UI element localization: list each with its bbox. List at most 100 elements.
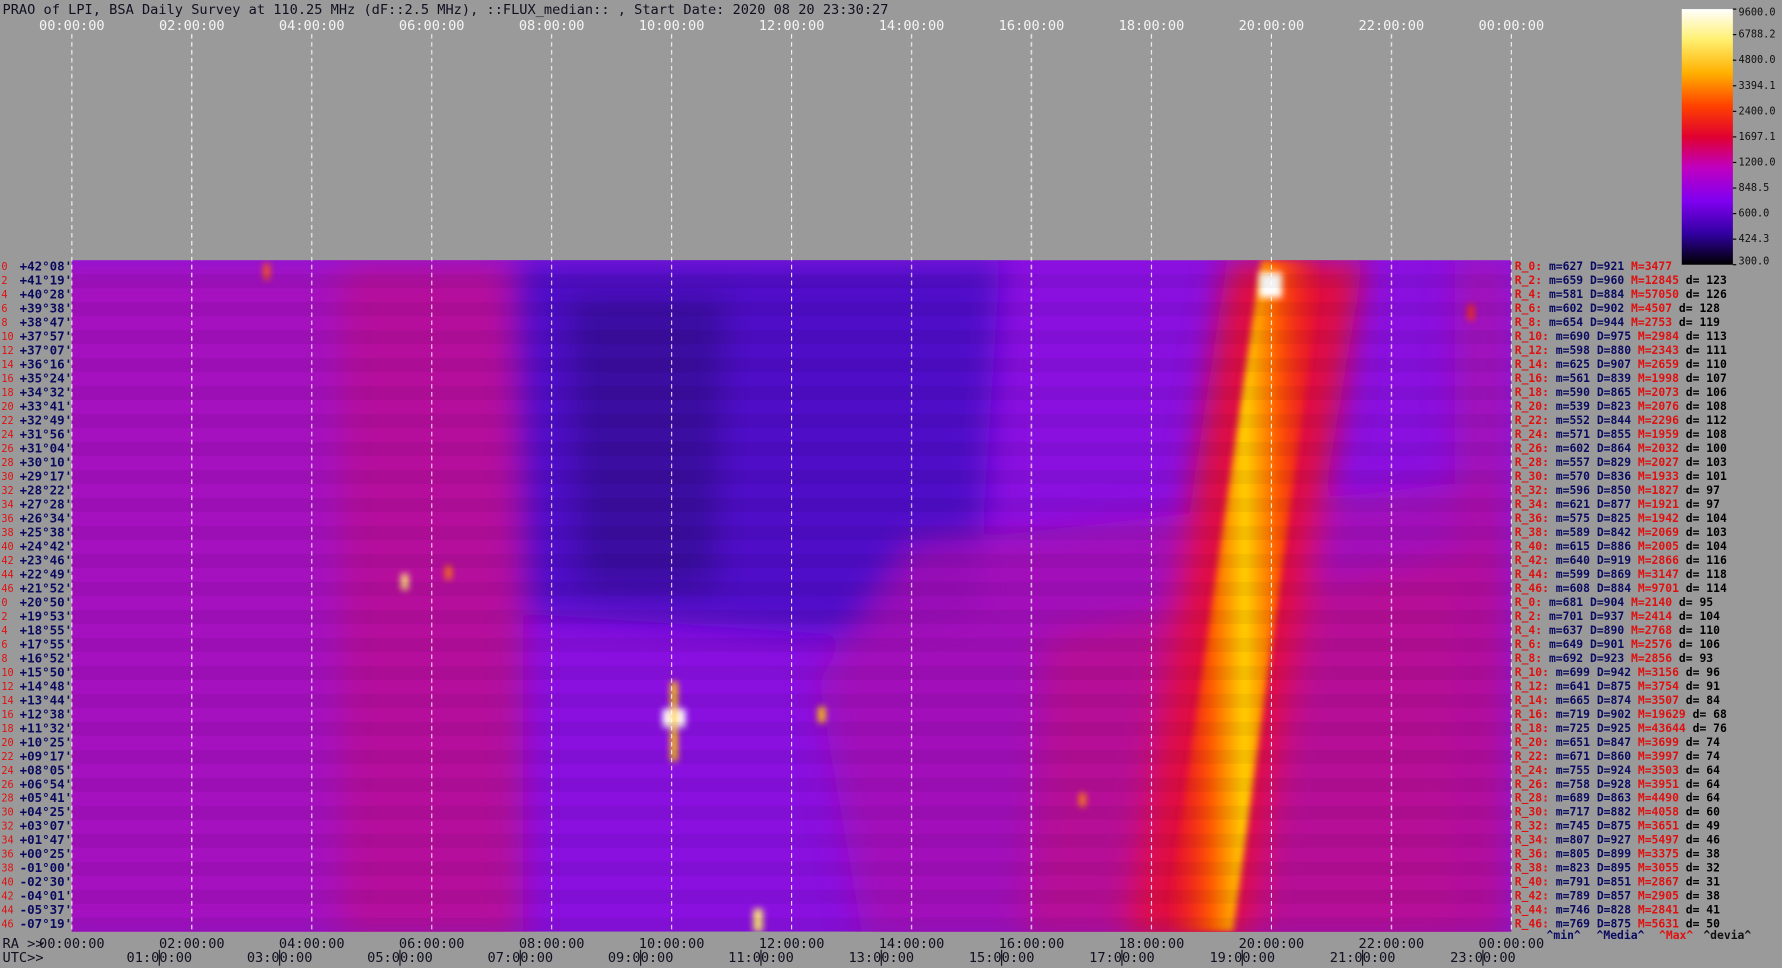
row-index: 8 <box>1 654 7 665</box>
top-time-label: 20:00:00 <box>1239 18 1305 34</box>
beam-stats: R_4: m=637 D=890 M=2768 d= 110 <box>1515 623 1720 637</box>
stat-min: m=758 <box>1556 777 1590 791</box>
stat-beam: R_0: <box>1515 595 1542 609</box>
stat-max: M=5631 <box>1638 917 1679 931</box>
dec-label: +13°44' <box>20 692 73 707</box>
stat-dev: d= 76 <box>1693 721 1727 735</box>
stat-beam: R_44: <box>1515 903 1549 917</box>
row-index: 44 <box>1 906 13 917</box>
stat-beam: R_36: <box>1515 847 1549 861</box>
stat-min: m=637 <box>1549 623 1583 637</box>
stat-max: M=2753 <box>1631 315 1672 329</box>
stat-dev: d= 46 <box>1686 833 1720 847</box>
dec-label: +35°24' <box>20 371 73 386</box>
beam-stats: R_0: m=681 D=904 M=2140 d= 95 <box>1515 595 1714 609</box>
stat-median: D=875 <box>1597 917 1631 931</box>
stat-beam: R_18: <box>1515 385 1549 399</box>
dec-label: +39°38' <box>20 301 73 316</box>
top-time-label: 10:00:00 <box>639 18 705 34</box>
stat-beam: R_6: <box>1515 301 1542 315</box>
stat-median: D=863 <box>1597 791 1631 805</box>
stat-beam: R_20: <box>1515 735 1549 749</box>
top-time-label: 00:00:00 <box>39 18 105 34</box>
stat-median: D=874 <box>1597 693 1631 707</box>
row-index: 26 <box>1 444 13 455</box>
beam-stats: R_22: m=671 D=860 M=3997 d= 74 <box>1515 749 1720 763</box>
dec-label: +30°10' <box>20 455 73 470</box>
stat-max: M=3699 <box>1638 735 1679 749</box>
row-index: 34 <box>1 836 13 847</box>
stat-dev: d= 97 <box>1686 497 1720 511</box>
stat-median: D=895 <box>1597 861 1631 875</box>
dec-label: +01°47' <box>20 832 73 847</box>
row-index: 36 <box>1 850 13 861</box>
stat-max: M=3156 <box>1638 665 1679 679</box>
stat-median: D=877 <box>1597 497 1631 511</box>
beam-stats: R_40: m=615 D=886 M=2005 d= 104 <box>1515 539 1727 553</box>
stat-min: m=621 <box>1556 497 1590 511</box>
row-index: 16 <box>1 374 13 385</box>
stat-beam: R_30: <box>1515 469 1549 483</box>
stat-max: M=57050 <box>1631 287 1679 301</box>
stat-median: D=899 <box>1597 847 1631 861</box>
beam-stats: R_14: m=665 D=874 M=3507 d= 84 <box>1515 693 1720 707</box>
colorbar-tick-label: 848.5 <box>1739 183 1770 194</box>
colorbar-tick-label: 300.0 <box>1739 256 1770 267</box>
stat-max: M=2343 <box>1638 343 1679 357</box>
beam-stats: R_12: m=641 D=875 M=3754 d= 91 <box>1515 679 1720 693</box>
stat-dev: d= 103 <box>1686 525 1727 539</box>
stat-median: D=937 <box>1590 609 1624 623</box>
stat-dev: d= 84 <box>1686 693 1720 707</box>
row-index: 2 <box>1 612 7 623</box>
dec-label: +37°07' <box>20 343 73 358</box>
beam-stats: R_34: m=807 D=927 M=5497 d= 46 <box>1515 833 1720 847</box>
row-index: 6 <box>1 640 7 651</box>
beam-stats: R_10: m=690 D=975 M=2984 d= 113 <box>1515 329 1727 343</box>
stat-median: D=847 <box>1597 735 1631 749</box>
row-index: 36 <box>1 514 13 525</box>
stat-median: D=890 <box>1590 623 1624 637</box>
ra-label: 00:00:00 <box>39 936 105 952</box>
stat-max: M=2866 <box>1638 553 1679 567</box>
stat-dev: d= 128 <box>1679 301 1720 315</box>
row-index: 20 <box>1 402 13 413</box>
stat-dev: d= 106 <box>1679 637 1720 651</box>
beam-stats: R_8: m=654 D=944 M=2753 d= 119 <box>1515 315 1720 329</box>
dec-label: +09°17' <box>20 748 73 763</box>
top-time-label: 12:00:00 <box>759 18 825 34</box>
stat-beam: R_26: <box>1515 441 1549 455</box>
beam-stats: R_16: m=561 D=839 M=1998 d= 107 <box>1515 371 1727 385</box>
stat-max: M=1959 <box>1638 427 1679 441</box>
stat-median: D=907 <box>1597 357 1631 371</box>
stat-beam: R_24: <box>1515 763 1549 777</box>
row-index: 12 <box>1 682 13 693</box>
beam-stats: R_10: m=699 D=942 M=3156 d= 96 <box>1515 665 1720 679</box>
row-index: 24 <box>1 430 13 441</box>
stat-dev: d= 106 <box>1686 385 1727 399</box>
beam-stats: R_18: m=725 D=925 M=43644 d= 76 <box>1515 721 1727 735</box>
stat-median: D=860 <box>1597 749 1631 763</box>
stat-beam: R_28: <box>1515 455 1549 469</box>
stat-min: m=599 <box>1556 567 1590 581</box>
stat-beam: R_20: <box>1515 399 1549 413</box>
stat-max: M=9701 <box>1638 581 1679 595</box>
dec-label: +19°53' <box>20 608 73 623</box>
stat-median: D=825 <box>1597 511 1631 525</box>
stat-max: M=1827 <box>1638 483 1679 497</box>
stat-median: D=882 <box>1597 805 1631 819</box>
stat-dev: d= 74 <box>1686 749 1720 763</box>
stat-min: m=602 <box>1556 441 1590 455</box>
stat-median: D=902 <box>1590 301 1624 315</box>
stat-beam: R_12: <box>1515 343 1549 357</box>
stat-beam: R_24: <box>1515 427 1549 441</box>
stat-min: m=746 <box>1556 903 1590 917</box>
dec-label: -07°19' <box>20 916 73 931</box>
beam-stats: R_38: m=589 D=842 M=2069 d= 103 <box>1515 525 1727 539</box>
stat-min: m=598 <box>1556 343 1590 357</box>
beam-stats: R_30: m=570 D=836 M=1933 d= 101 <box>1515 469 1727 483</box>
stat-min: m=640 <box>1556 553 1590 567</box>
row-index: 20 <box>1 738 13 749</box>
dec-label: -05°37' <box>20 902 73 917</box>
colorbar-tick-label: 9600.0 <box>1739 7 1776 18</box>
